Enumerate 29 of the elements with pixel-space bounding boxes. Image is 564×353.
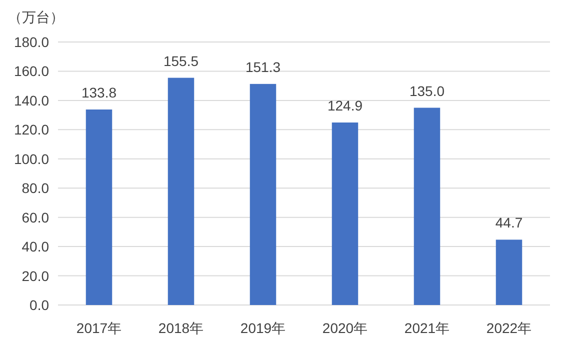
bar <box>496 240 522 305</box>
y-tick-label: 100.0 <box>14 150 50 167</box>
bar <box>414 108 440 305</box>
x-tick-label: 2019年 <box>240 320 286 336</box>
x-tick-label: 2021年 <box>404 320 450 336</box>
x-tick-label: 2017年 <box>76 320 122 336</box>
y-tick-label: 80.0 <box>22 180 50 196</box>
y-tick-label: 60.0 <box>22 209 50 226</box>
bar <box>332 122 358 305</box>
data-label: 155.5 <box>163 52 199 69</box>
y-tick-label: 20.0 <box>22 268 50 284</box>
data-label: 44.7 <box>495 214 523 231</box>
y-tick-label: 0.0 <box>30 297 50 313</box>
y-tick-label: 140.0 <box>14 92 50 108</box>
x-tick-label: 2022年 <box>486 320 532 336</box>
bar <box>250 84 276 305</box>
bar <box>86 110 112 305</box>
y-axis-title: （万台） <box>8 9 64 25</box>
x-tick-label: 2018年 <box>158 320 204 336</box>
y-tick-label: 180.0 <box>14 34 50 50</box>
x-tick-label: 2020年 <box>322 320 368 336</box>
data-label: 133.8 <box>81 84 117 101</box>
y-tick-label: 160.0 <box>14 63 50 80</box>
data-label: 124.9 <box>327 98 363 114</box>
y-tick-label: 40.0 <box>22 238 50 255</box>
data-label: 151.3 <box>245 58 281 75</box>
y-tick-label: 120.0 <box>14 122 50 138</box>
data-label: 135.0 <box>409 82 445 99</box>
bar <box>168 78 194 305</box>
